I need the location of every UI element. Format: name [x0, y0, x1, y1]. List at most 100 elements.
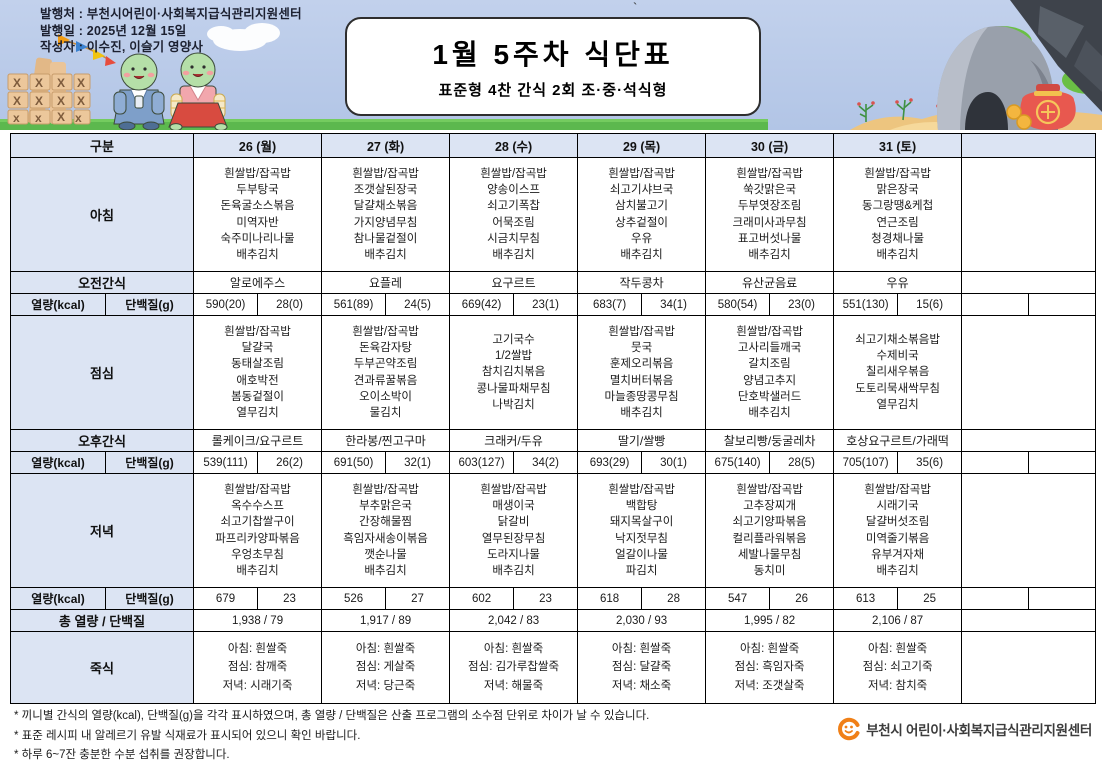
dinner-cell: 흰쌀밥/잡곡밥 고추장찌개 쇠고기양파볶음 컬리플라워볶음 세발나물무침 동치미 — [705, 473, 835, 588]
empty-cell — [1028, 587, 1097, 610]
svg-text:X: X — [13, 76, 21, 90]
day-header-wed: 28 (수) — [449, 133, 579, 158]
day-header-mon: 26 (월) — [193, 133, 323, 158]
am-snack-cell: 유산균음료 — [705, 271, 835, 294]
protein-value: 23 — [257, 587, 323, 610]
empty-header-cell — [961, 133, 1097, 158]
empty-cell — [961, 293, 1030, 316]
svg-text:x: x — [35, 111, 42, 125]
pm-snack-cell: 찰보리빵/둥굴레차 — [705, 429, 835, 452]
row-label-kcal: 열량(kcal) — [10, 451, 106, 474]
svg-text:x: x — [75, 111, 82, 125]
total-cell: 1,995 / 82 — [705, 609, 835, 632]
am-snack-cell: 요구르트 — [449, 271, 579, 294]
row-label-total: 총 열량 / 단백질 — [9, 609, 195, 632]
table-header-row: 구분 26 (월) 27 (화) 28 (수) 29 (목) 30 (금) 31… — [9, 133, 1097, 158]
am-snack-cell: 요플레 — [321, 271, 451, 294]
kcal-value: 691(50) — [321, 451, 387, 474]
kcal-value: 675(140) — [705, 451, 771, 474]
protein-value: 32(1) — [385, 451, 451, 474]
protein-value: 23 — [513, 587, 579, 610]
kcal-value: 547 — [705, 587, 771, 610]
row-label-dinner: 저녁 — [9, 473, 195, 588]
empty-cell — [961, 631, 1097, 704]
protein-value: 23(1) — [513, 293, 579, 316]
day-header-sat: 31 (토) — [833, 133, 963, 158]
protein-value: 34(1) — [641, 293, 707, 316]
kcal-value: 683(7) — [577, 293, 643, 316]
kcal-row-1: 열량(kcal) 단백질(g) 590(20) 28(0) 561(89) 24… — [10, 293, 1097, 316]
breakfast-cell: 흰쌀밥/잡곡밥 양송이스프 쇠고기폭찹 어묵조림 시금치무침 배추김치 — [449, 157, 579, 272]
author-line: 작성자 : 이수진, 이슬기 영양사 — [40, 40, 204, 54]
protein-value: 28 — [641, 587, 707, 610]
footnote-line: * 끼니별 간식의 열량(kcal), 단백질(g)을 각각 표시하였으며, 총… — [14, 710, 650, 722]
row-label-protein: 단백질(g) — [104, 451, 195, 474]
empty-cell — [961, 587, 1030, 610]
fortune-pouch-icon — [1006, 84, 1076, 130]
row-label-kcal: 열량(kcal) — [10, 293, 106, 316]
day-header-tue: 27 (화) — [321, 133, 451, 158]
lunch-cell: 흰쌀밥/잡곡밥 돈육감자탕 두부곤약조림 견과류꿀볶음 오이소박이 물김치 — [321, 315, 451, 430]
pm-snack-row: 오후간식 롤케이크/요구르트 한라봉/찐고구마 크래커/두유 딸기/쌀빵 찰보리… — [9, 429, 1097, 452]
total-cell: 1,938 / 79 — [193, 609, 323, 632]
row-label-am-snack: 오전간식 — [9, 271, 195, 294]
row-label-kcal: 열량(kcal) — [10, 587, 106, 610]
row-label-protein: 단백질(g) — [104, 293, 195, 316]
breakfast-cell: 흰쌀밥/잡곡밥 조갯살된장국 달걀채소볶음 가지양념무침 참나물겉절이 배추김치 — [321, 157, 451, 272]
empty-cell — [961, 609, 1097, 632]
kcal-value: 603(127) — [449, 451, 515, 474]
empty-cell — [1028, 293, 1097, 316]
issue-date-line: 발행일 : 2025년 12월 15일 — [40, 23, 187, 38]
footnotes: * 끼니별 간식의 열량(kcal), 단백질(g)을 각각 표시하였으며, 총… — [14, 707, 649, 766]
total-cell: 2,030 / 93 — [577, 609, 707, 632]
kcal-value: 613 — [833, 587, 899, 610]
publisher-line: 발행처 : 부천시어린이·사회복지급식관리지원센터 — [40, 7, 302, 21]
breakfast-cell: 흰쌀밥/잡곡밥 맑은장국 동그랑땡&케첩 연근조림 청경채나물 배추김치 — [833, 157, 963, 272]
footnote-line: * 표준 레시피 내 알레르기 유발 식재료가 표시되어 있으니 확인 바랍니다… — [14, 729, 361, 742]
pm-snack-cell: 딸기/쌀빵 — [577, 429, 707, 452]
total-cell: 2,106 / 87 — [833, 609, 963, 632]
title-box: 1월 5주차 식단표 표준형 4찬 간식 2회 조·중·석식형 — [345, 17, 761, 116]
smile-face-logo-icon — [838, 717, 860, 741]
svg-text:X: X — [35, 94, 43, 108]
breakfast-cell: 흰쌀밥/잡곡밥 쇠고기샤브국 삼치불고기 상추겉절이 우유 배추김치 — [577, 157, 707, 272]
protein-value: 25 — [897, 587, 963, 610]
footnote-line: * 하루 6~7잔 충분한 수분 섭취를 권장합니다. — [14, 749, 230, 761]
porridge-cell: 아침: 흰쌀죽 점심: 게살죽 저녁: 당근죽 — [321, 631, 451, 704]
empty-cell — [1028, 451, 1097, 474]
protein-value: 35(6) — [897, 451, 963, 474]
empty-cell — [961, 315, 1097, 430]
day-header-fri: 30 (금) — [705, 133, 835, 158]
center-logo: 부천시 어린이·사회복지급식관리지원센터 — [837, 717, 1092, 741]
porridge-cell: 아침: 흰쌀죽 점심: 참깨죽 저녁: 시래기죽 — [193, 631, 323, 704]
protein-value: 26(2) — [257, 451, 323, 474]
empty-cell — [961, 271, 1097, 294]
row-label-pm-snack: 오후간식 — [9, 429, 195, 452]
dinner-cell: 흰쌀밥/잡곡밥 옥수수스프 쇠고기찹쌀구이 파프리카양파볶음 우엉초무침 배추김… — [193, 473, 323, 588]
lunch-cell: 흰쌀밥/잡곡밥 고사리들깨국 갈치조림 양념고추지 단호박샐러드 배추김치 — [705, 315, 835, 430]
porridge-cell: 아침: 흰쌀죽 점심: 달걀죽 저녁: 채소죽 — [577, 631, 707, 704]
porridge-row: 죽식 아침: 흰쌀죽 점심: 참깨죽 저녁: 시래기죽 아침: 흰쌀죽 점심: … — [9, 631, 1097, 704]
kcal-value: 669(42) — [449, 293, 515, 316]
protein-value: 15(6) — [897, 293, 963, 316]
kcal-value: 679 — [193, 587, 259, 610]
kcal-row-2: 열량(kcal) 단백질(g) 539(111) 26(2) 691(50) 3… — [10, 451, 1097, 474]
row-label-lunch: 점심 — [9, 315, 195, 430]
svg-text:X: X — [57, 76, 65, 90]
lunch-cell: 고기국수 1/2쌀밥 참치김치볶음 콩나물파채무침 나박김치 — [449, 315, 579, 430]
dinner-cell: 흰쌀밥/잡곡밥 백합탕 돼지목살구이 낙지젓무침 얼갈이나물 파김치 — [577, 473, 707, 588]
pm-snack-cell: 한라봉/찐고구마 — [321, 429, 451, 452]
svg-text:X: X — [57, 110, 65, 124]
total-cell: 1,917 / 89 — [321, 609, 451, 632]
protein-value: 28(0) — [257, 293, 323, 316]
empty-cell — [961, 451, 1030, 474]
total-cell: 2,042 / 83 — [449, 609, 579, 632]
lunch-cell: 쇠고기채소볶음밥 수제비국 칠리새우볶음 도토리묵새싹무침 열무김치 — [833, 315, 963, 430]
porridge-cell: 아침: 흰쌀죽 점심: 김가루찹쌀죽 저녁: 해물죽 — [449, 631, 579, 704]
lunch-cell: 흰쌀밥/잡곡밥 달걀국 동태살조림 애호박전 봄동겉절이 열무김치 — [193, 315, 323, 430]
kcal-value: 526 — [321, 587, 387, 610]
kcal-value: 705(107) — [833, 451, 899, 474]
porridge-cell: 아침: 흰쌀죽 점심: 흑임자죽 저녁: 조갯살죽 — [705, 631, 835, 704]
protein-value: 30(1) — [641, 451, 707, 474]
